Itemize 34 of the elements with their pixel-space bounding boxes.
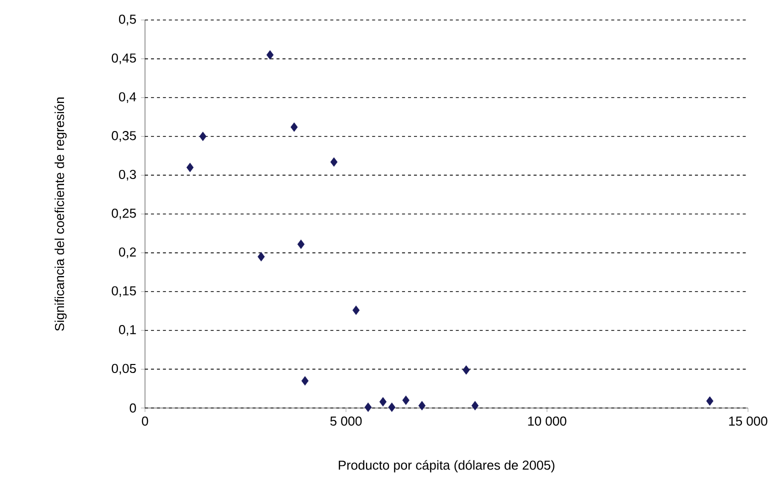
y-axis-title: Significancia del coeficiente de regresión [54,98,67,331]
point [418,400,426,410]
point [301,376,309,386]
point [706,396,714,406]
point [402,396,410,405]
point [297,240,305,249]
point [352,306,360,315]
x-tick-label: 5 000 [330,416,362,426]
y-tick-label: 0,2 [118,247,136,258]
y-tick-label: 0,5 [118,14,136,26]
point [388,402,396,412]
x-axis-title: Producto por cápita (dólares de 2005) [338,460,554,472]
y-tick-label: 0,1 [118,325,136,336]
point [379,397,387,406]
point [258,252,265,262]
point [186,162,194,172]
point [330,157,338,167]
y-tick-label: 0,4 [118,92,136,103]
point [462,365,470,375]
y-tick-label: 0,05 [112,364,136,375]
y-tick-label: 0,45 [112,53,136,64]
point [364,402,372,412]
x-tick-label: 0 [142,416,148,426]
point [471,400,479,410]
x-tick-label: 15 000 [729,416,768,426]
y-tick-label: 0,3 [118,170,136,181]
point [266,50,274,60]
y-tick-label: 0,35 [112,131,136,142]
y-tick-label: 0,25 [112,208,136,220]
y-tick-label: 0 [130,403,136,413]
y-tick-label: 0,15 [112,286,136,297]
point [199,132,206,142]
x-tick-label: 10 000 [528,416,566,426]
point [290,122,298,132]
